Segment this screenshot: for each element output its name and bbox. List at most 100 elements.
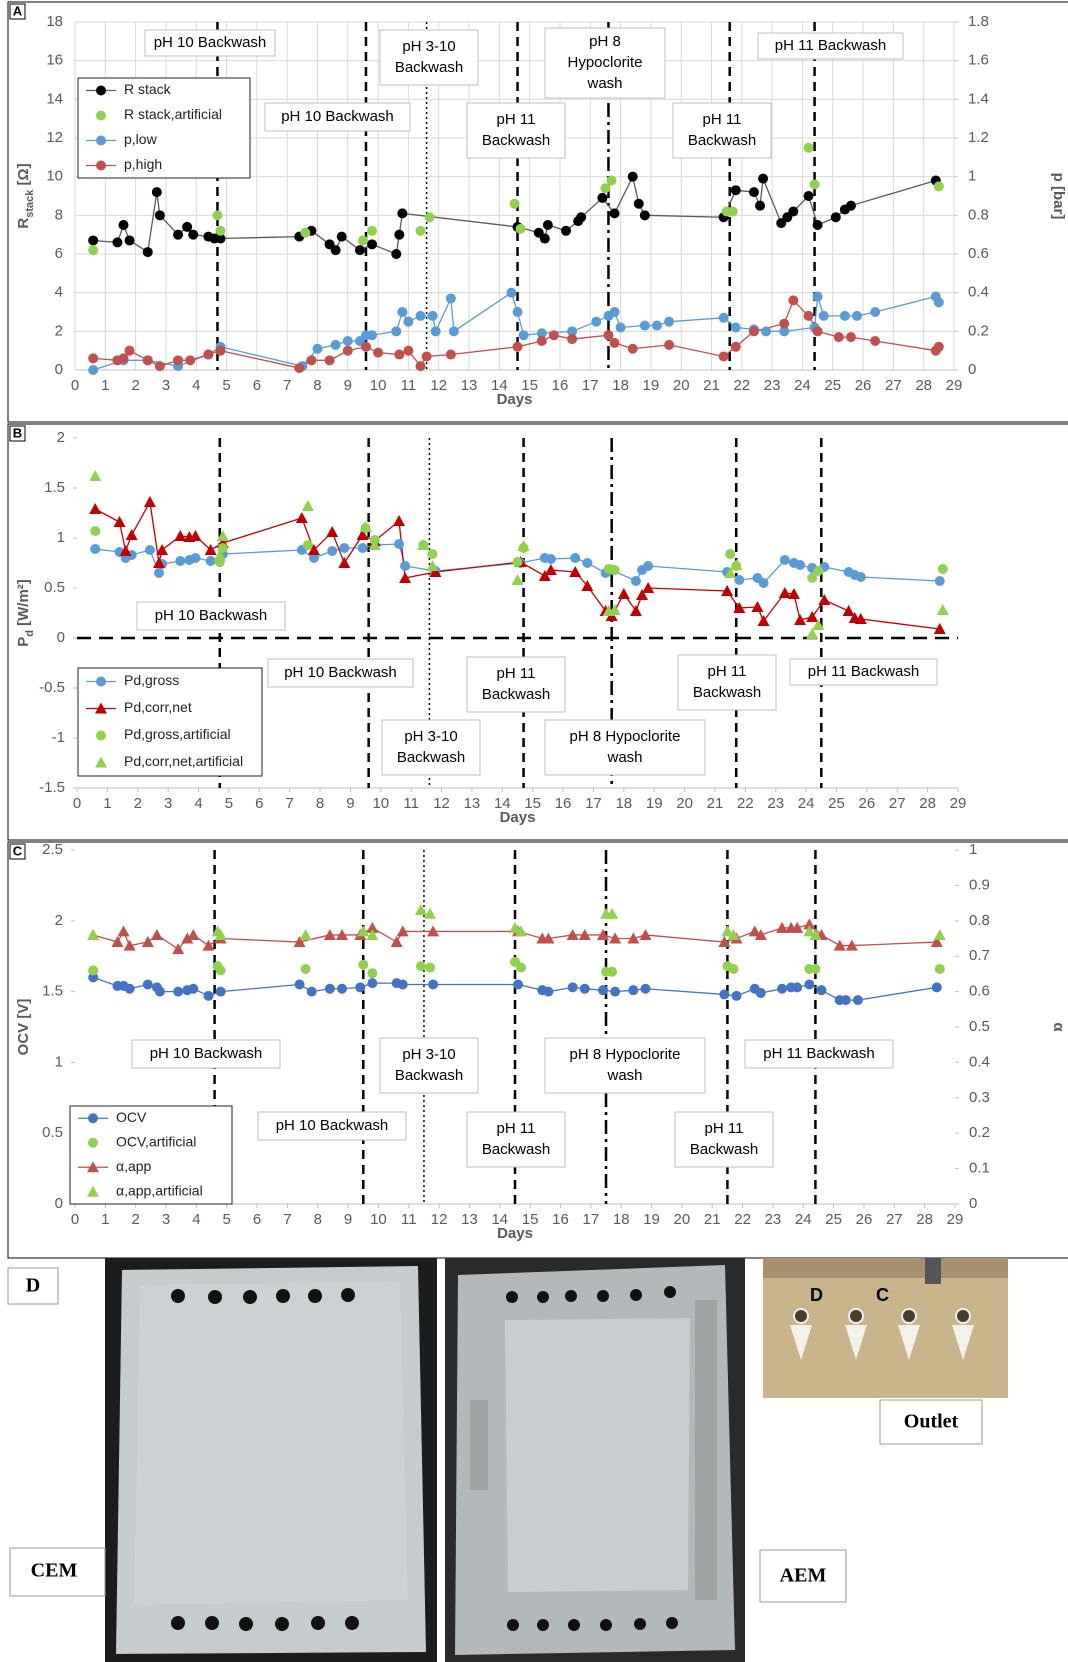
x-tick-label: 19 <box>643 377 660 394</box>
x-tick-label: 6 <box>253 377 261 394</box>
data-point <box>780 555 790 565</box>
data-point <box>415 904 427 915</box>
y-axis-label-part: [W/m²] <box>15 579 32 630</box>
charts: A012345678910111213141516171819202122232… <box>8 2 1068 1258</box>
data-point <box>756 988 766 998</box>
y2-tick-label: 0 <box>969 1195 977 1212</box>
annotation: pH 10 Backwash <box>276 1117 389 1134</box>
x-tick-label: 4 <box>192 377 200 394</box>
annotation: pH 11 Backwash <box>763 1045 874 1062</box>
data-point <box>732 991 742 1001</box>
y-axis-label: OCV [V] <box>15 999 32 1056</box>
data-point <box>216 965 226 975</box>
data-point <box>373 348 383 358</box>
annotation: pH 11 <box>705 1120 744 1137</box>
data-point <box>513 557 523 567</box>
data-point <box>640 984 650 994</box>
data-point <box>118 925 130 936</box>
data-point <box>719 313 729 323</box>
data-point <box>394 230 404 240</box>
data-point <box>295 980 305 990</box>
y-tick-label: 0 <box>55 1195 63 1212</box>
data-point <box>779 587 791 598</box>
legend-label: α,app <box>116 1158 152 1174</box>
caption: CEM <box>31 1560 78 1582</box>
data-point <box>145 545 155 555</box>
x-tick-label: 28 <box>916 1211 933 1228</box>
data-point <box>426 560 438 571</box>
y-tick-label: 0.5 <box>42 1124 63 1141</box>
data-point <box>816 985 826 995</box>
y2-tick-label: 1 <box>969 841 977 858</box>
x-tick-label: 28 <box>919 795 936 812</box>
annotation: Backwash <box>395 1067 463 1084</box>
data-point <box>570 553 580 563</box>
data-point <box>88 353 98 363</box>
x-tick-label: 11 <box>401 1211 417 1228</box>
annotation: wash <box>586 75 622 92</box>
data-point <box>777 984 787 994</box>
annotation: pH 11 Backwash <box>808 663 919 680</box>
annotation: pH 8 <box>589 33 621 50</box>
x-tick-label: 12 <box>430 377 447 394</box>
membrane-aem-center <box>505 1318 690 1592</box>
membrane-cem-center <box>134 1282 408 1605</box>
y-tick-label: -0.5 <box>39 679 65 696</box>
panel-letter: B <box>13 425 22 440</box>
annotation: wash <box>606 749 642 766</box>
data-point <box>358 960 368 970</box>
annotation: pH 3-10 <box>404 728 457 745</box>
data-point <box>151 929 163 940</box>
data-point <box>813 292 823 302</box>
data-point <box>731 342 741 352</box>
data-point <box>935 964 945 974</box>
panel-letter: A <box>13 3 23 18</box>
data-point <box>397 208 407 218</box>
data-point <box>561 226 571 236</box>
x-tick-label: 25 <box>825 1211 842 1228</box>
x-tick-label: 23 <box>767 795 784 812</box>
y-tick-label: 10 <box>46 168 63 185</box>
data-point <box>610 565 620 575</box>
y2-tick-label: 0.1 <box>969 1160 990 1177</box>
legend-label: OCV,artificial <box>116 1133 196 1149</box>
data-point <box>111 936 123 947</box>
data-point <box>846 332 856 342</box>
data-point <box>843 605 855 616</box>
annotation: pH 8 Hypoclorite <box>570 1046 681 1063</box>
x-tick-label: 19 <box>646 795 663 812</box>
annotation: pH 11 <box>708 663 747 680</box>
data-point <box>870 336 880 346</box>
data-point <box>546 554 556 564</box>
y-tick-label: 12 <box>46 129 63 146</box>
legend-label: OCV <box>116 1109 147 1125</box>
data-point <box>751 601 763 612</box>
annotation: pH 10 Backwash <box>155 607 268 624</box>
data-point <box>327 546 337 556</box>
data-point <box>142 936 154 947</box>
data-point <box>173 355 183 365</box>
data-point <box>731 322 741 332</box>
data-point <box>643 561 653 571</box>
data-point <box>631 576 641 586</box>
legend-marker <box>96 731 106 741</box>
data-point <box>934 181 944 191</box>
data-point <box>788 206 798 216</box>
x-tick-label: 18 <box>615 795 632 812</box>
data-point <box>540 234 550 244</box>
x-tick-label: 26 <box>859 795 876 812</box>
data-point <box>642 582 654 593</box>
x-tick-label: 27 <box>889 795 906 812</box>
data-point <box>598 985 608 995</box>
data-point <box>788 295 798 305</box>
data-point <box>431 326 441 336</box>
y-tick-label: 2.5 <box>42 841 63 858</box>
x-tick-label: 5 <box>223 1211 231 1228</box>
data-point <box>628 344 638 354</box>
data-point <box>339 543 349 553</box>
x-axis-label: Days <box>500 809 536 826</box>
caption: Outlet <box>904 1411 959 1433</box>
annotation: Hypoclorite <box>567 54 642 71</box>
x-tick-label: 25 <box>824 377 841 394</box>
x-tick-label: 12 <box>431 1211 448 1228</box>
